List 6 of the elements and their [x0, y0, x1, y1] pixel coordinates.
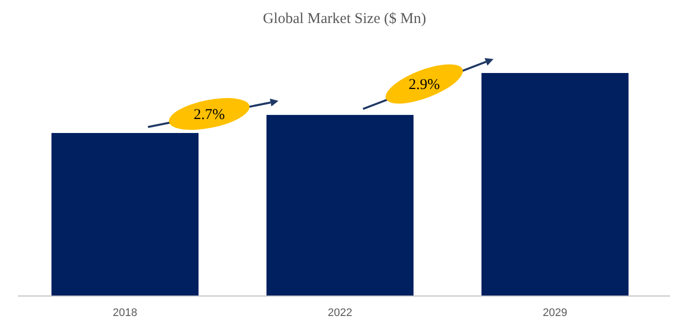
- annotation: 2.7%: [194, 106, 225, 123]
- x-tick-label: 2022: [328, 307, 352, 319]
- annotation: 2.9%: [408, 76, 440, 93]
- x-tick-label: 2029: [542, 307, 568, 319]
- chart-title: Global Market Size ($ Mn): [262, 11, 426, 27]
- x-tick-label: 2018: [112, 307, 138, 319]
